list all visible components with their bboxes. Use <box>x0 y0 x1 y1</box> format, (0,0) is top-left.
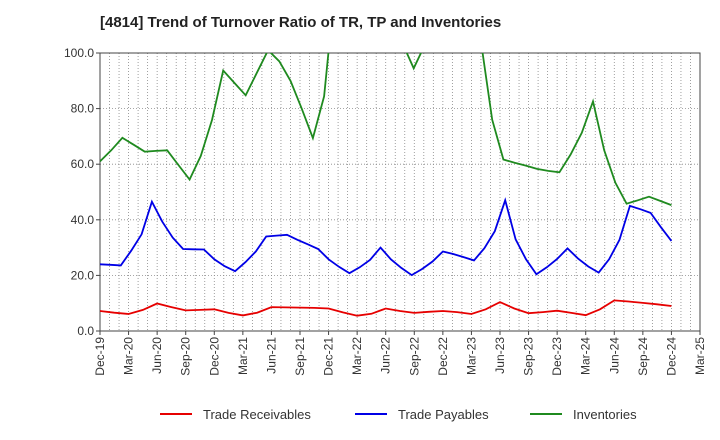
x-tick-label: Jun-22 <box>379 337 393 374</box>
y-tick-label: 60.0 <box>71 157 95 171</box>
x-tick-label: Jun-21 <box>264 337 278 374</box>
y-tick-label: 20.0 <box>71 268 95 282</box>
x-tick-label: Mar-24 <box>579 337 593 375</box>
x-tick-label: Sep-24 <box>636 337 650 376</box>
chart-title: [4814] Trend of Turnover Ratio of TR, TP… <box>100 14 502 31</box>
series-line-trade-receivables <box>100 299 672 317</box>
x-tick-label: Dec-21 <box>322 337 336 376</box>
x-tick-label: Dec-23 <box>550 337 564 376</box>
x-tick-label: Sep-20 <box>179 337 193 376</box>
legend-label: Trade Receivables <box>203 407 311 422</box>
x-tick-label: Mar-23 <box>464 337 478 375</box>
series-line-inventories <box>100 53 672 206</box>
series-line-trade-payables <box>100 197 673 277</box>
x-tick-label: Mar-21 <box>236 337 250 375</box>
legend-label: Inventories <box>573 407 637 422</box>
x-tick-label: Dec-19 <box>93 337 107 376</box>
x-tick-label: Sep-22 <box>407 337 421 376</box>
x-tick-label: Dec-22 <box>436 337 450 376</box>
x-tick-label: Sep-23 <box>522 337 536 376</box>
x-tick-label: Jun-23 <box>493 337 507 374</box>
y-tick-label: 80.0 <box>71 102 95 116</box>
x-tick-label: Jun-20 <box>150 337 164 374</box>
x-tick-label: Dec-24 <box>664 337 678 376</box>
y-tick-label: 100.0 <box>64 46 94 60</box>
x-tick-label: Mar-20 <box>122 337 136 375</box>
x-tick-label: Mar-25 <box>693 337 707 375</box>
x-tick-label: Sep-21 <box>293 337 307 376</box>
x-tick-label: Mar-22 <box>350 337 364 375</box>
x-tick-label: Jun-24 <box>607 337 621 374</box>
x-tick-label: Dec-20 <box>207 337 221 376</box>
y-tick-label: 0.0 <box>77 324 94 338</box>
plot-frame <box>99 52 701 332</box>
legend-label: Trade Payables <box>398 407 489 422</box>
y-tick-label: 40.0 <box>71 213 95 227</box>
